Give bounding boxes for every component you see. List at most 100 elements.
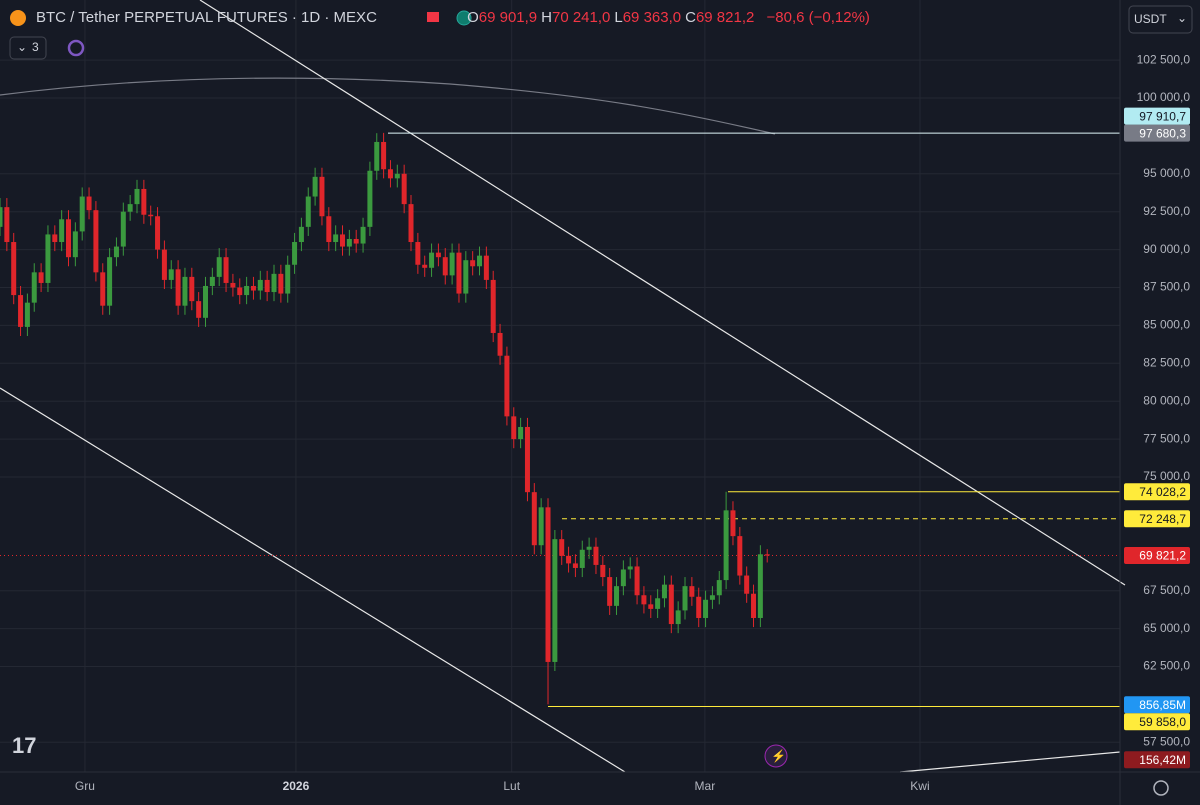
candle-body [751,593,757,618]
candle-body [100,272,106,306]
settings-icon[interactable] [1153,780,1169,796]
candle-body [449,252,455,276]
candle-body [463,260,469,294]
currency: USDT [1134,12,1167,26]
y-tick-label: 62 500,0 [1143,659,1190,673]
price-badge [1124,751,1190,769]
candle-body [696,596,702,618]
price-badge [1124,124,1190,142]
candle-body [634,566,640,596]
status-icon [456,10,472,26]
candle-body [682,586,688,611]
candle-body [422,264,428,268]
y-tick-label: 77 500,0 [1143,431,1190,445]
x-tick-label: Kwi [910,779,929,793]
candle-body [408,204,414,243]
candle-body [175,269,181,306]
indicator-toggle[interactable] [9,36,47,60]
candle-body [764,554,770,556]
candle-body [196,301,202,318]
candle-body [552,539,558,662]
candle-body [278,273,284,294]
candle-body [182,276,188,306]
candle-body [72,231,78,258]
candle-body [168,269,174,280]
alert-icon[interactable] [764,744,788,768]
price-badge-label: 97 910,7 [1139,109,1186,123]
candle-body [620,569,626,587]
candle-body [737,536,743,576]
candle-body [723,510,729,581]
candle-body [340,234,346,247]
candle-body [429,252,435,268]
candle-body [4,207,10,243]
candle-body [661,584,667,599]
candle-body [52,234,58,243]
coin-icon [10,10,26,26]
candle-body [504,355,510,417]
candle-body [24,302,30,327]
tv-logo: 17 [12,733,36,758]
legend: BTC / Tether PERPETUAL FUTURES · 1D · ME… [36,9,874,26]
price-badge [1124,107,1190,125]
candle-body [134,188,140,205]
candle-body [559,539,565,556]
candle-body [703,599,709,618]
candle-body [518,426,524,440]
candle-body [648,604,654,609]
candle-body [250,285,256,291]
change: −80,6 (−0,12%) [766,9,870,26]
candle-body [11,242,17,296]
candle-body [572,563,578,568]
candle-body [264,279,270,293]
price-badge [1124,713,1190,731]
candle-body [524,426,530,493]
lightning: ⚡ [771,749,786,763]
candle-body [18,295,24,327]
candle-body [0,207,3,227]
candle-body [86,196,92,211]
candle-body [155,216,161,250]
candle-body [312,176,318,197]
candle-body [367,170,373,227]
y-tick-label: 65 000,0 [1143,621,1190,635]
price-badge-label: 156,42M [1139,753,1186,767]
candle-body [120,211,126,247]
candle-body [586,546,592,550]
ohlc-key: H [541,9,552,26]
candle-body [579,549,585,568]
candle-body [31,272,37,303]
ohlc-value: 70 241,0 [551,9,611,26]
candle-body [600,564,606,578]
candle-body [730,510,736,537]
candle-body [230,282,236,288]
candle-body [531,492,537,546]
price-badge [1124,547,1190,565]
candle-body [709,595,715,600]
candle-body [614,586,620,606]
candle-body [59,219,65,243]
candle-body [675,610,681,625]
candle-body [353,238,359,244]
candle-body [237,287,243,296]
price-badge-label: 69 821,2 [1139,549,1186,563]
y-tick-label: 82 500,0 [1143,355,1190,369]
currency-select[interactable] [1128,5,1193,34]
x-tick-label: 2026 [283,779,310,793]
candle-body [394,173,400,179]
ohlc-value: 69 901,9 [478,9,538,26]
symbol: BTC / Tether PERPETUAL FUTURES · 1D · ME… [36,9,377,26]
y-tick-label: 87 500,0 [1143,280,1190,294]
candle-body [716,580,722,596]
price-badge-label: 97 680,3 [1139,126,1186,140]
y-tick-label: 85 000,0 [1143,318,1190,332]
candle-body [292,242,298,265]
ohlc-key: C [685,9,696,26]
flag-icon[interactable] [427,12,439,22]
candle-body [285,264,291,294]
candle-body [319,176,325,217]
sync-icon[interactable] [67,39,85,57]
chevron: ⌄ [1177,11,1187,25]
candle-body [161,249,167,280]
